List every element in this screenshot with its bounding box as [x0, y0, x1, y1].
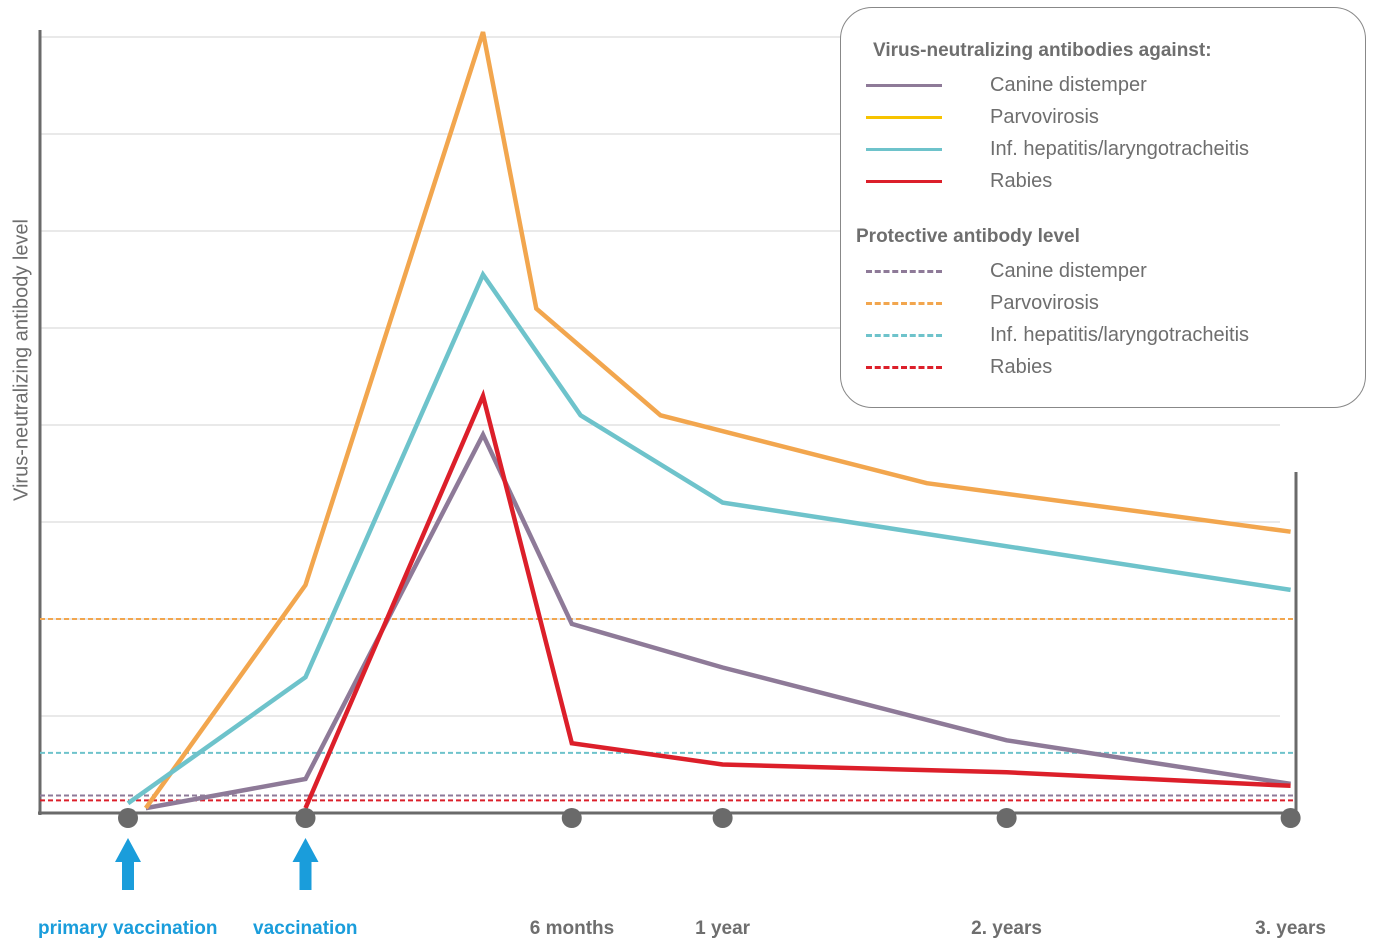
legend-item-series: Canine distemper — [866, 73, 1147, 97]
legend-label: Parvovirosis — [990, 291, 1099, 314]
x-tick-label: vaccination — [253, 918, 358, 939]
legend-swatch — [866, 301, 942, 305]
legend-swatch — [866, 333, 942, 337]
tick-dot — [996, 808, 1017, 828]
legend-item-protective: Inf. hepatitis/laryngotracheitis — [866, 323, 1249, 347]
legend-item-protective: Parvovirosis — [866, 291, 1099, 315]
legend-label: Canine distemper — [990, 259, 1147, 282]
legend-label: Inf. hepatitis/laryngotracheitis — [990, 323, 1250, 346]
legend-swatch — [866, 365, 942, 369]
legend-label: Rabies — [990, 169, 1053, 192]
legend-label: Rabies — [990, 355, 1053, 378]
series-line — [145, 429, 1291, 811]
series-line — [126, 270, 1291, 806]
legend-label: Parvovirosis — [990, 105, 1099, 128]
legend: Virus-neutralizing antibodies against: C… — [840, 7, 1366, 408]
series-line — [143, 31, 1291, 810]
x-tick-label: 1 year — [695, 918, 751, 939]
x-tick-label: 2. years — [971, 918, 1042, 939]
legend-swatch — [866, 83, 942, 87]
x-tick-label: 3. years — [1255, 918, 1326, 939]
legend-swatch — [866, 269, 942, 273]
legend-label: Canine distemper — [990, 73, 1147, 96]
legend-title-series: Virus-neutralizing antibodies against: — [873, 40, 1212, 61]
y-axis-label: Virus-neutralizing antibody level — [10, 218, 33, 502]
legend-item-series: Inf. hepatitis/laryngotracheitis — [866, 137, 1249, 161]
legend-item-series: Rabies — [866, 169, 1052, 193]
tick-dot — [1280, 808, 1301, 828]
legend-swatch — [866, 179, 942, 183]
x-tick-label: 6 months — [529, 918, 615, 939]
legend-item-protective: Canine distemper — [866, 259, 1147, 283]
legend-title-protective: Protective antibody level — [856, 226, 1080, 247]
legend-swatch — [866, 147, 942, 151]
up-arrow-icon — [115, 838, 141, 890]
legend-item-series: Parvovirosis — [866, 105, 1099, 129]
up-arrow-icon — [292, 838, 319, 890]
series-line — [303, 388, 1291, 809]
tick-dot — [712, 808, 733, 828]
legend-label: Inf. hepatitis/laryngotracheitis — [990, 137, 1250, 160]
x-tick-label: primary vaccination — [38, 918, 218, 939]
tick-dot — [118, 808, 138, 828]
legend-item-protective: Rabies — [866, 355, 1052, 379]
legend-swatch — [866, 115, 942, 119]
tick-dot — [561, 808, 582, 828]
tick-dot — [295, 808, 316, 828]
